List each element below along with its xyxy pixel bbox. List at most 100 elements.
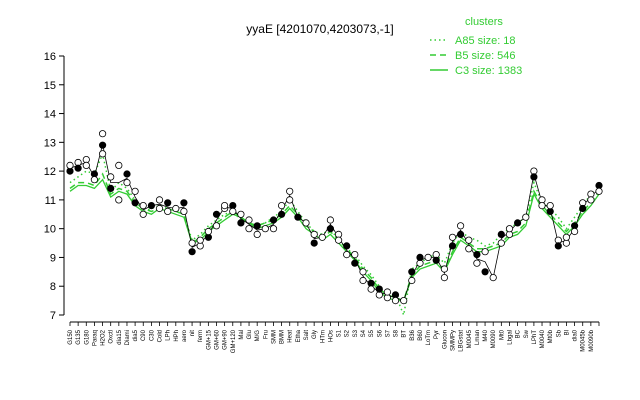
data-point — [204, 227, 212, 236]
x-tick-label: C90 — [141, 329, 147, 341]
x-tick-label: B60 — [418, 329, 424, 340]
data-point — [456, 222, 465, 230]
y-tick-label: 9 — [50, 252, 56, 264]
data-point — [172, 204, 180, 213]
data-point — [310, 230, 318, 238]
data-point — [180, 199, 188, 207]
x-tick-label: Sb — [556, 329, 562, 337]
data-point — [107, 173, 115, 181]
data-point — [359, 268, 367, 276]
data-point — [155, 196, 164, 204]
data-point — [147, 202, 155, 210]
data-point — [326, 225, 334, 233]
data-point — [587, 196, 595, 204]
data-point — [123, 170, 131, 178]
y-tick-label: 13 — [44, 137, 56, 149]
data-point — [497, 230, 505, 238]
data-point — [245, 225, 253, 233]
y-tick-label: 11 — [45, 195, 56, 207]
data-point — [107, 184, 115, 192]
data-point — [155, 204, 164, 213]
data-point — [481, 268, 489, 276]
y-tick-label: 10 — [44, 224, 56, 236]
x-tick-label: M40 — [483, 329, 489, 341]
data-point — [253, 222, 261, 230]
x-tick-label: H2O2 — [101, 329, 107, 345]
data-point — [481, 248, 489, 256]
x-tick-label: S4 — [361, 329, 367, 337]
data-point — [221, 202, 229, 210]
data-point — [164, 207, 172, 215]
x-tick-label: C30 — [149, 329, 155, 341]
data-point — [595, 187, 603, 195]
x-tick-label: S5 — [369, 329, 375, 337]
data-point — [343, 251, 351, 259]
data-points — [66, 130, 603, 305]
x-tick-label: M0090 — [491, 329, 497, 348]
data-point — [123, 179, 131, 187]
data-point — [326, 216, 334, 224]
data-point — [302, 219, 310, 227]
data-point — [513, 219, 522, 227]
x-tick-label: S8 — [394, 329, 400, 337]
x-tick-label: Pyr — [434, 330, 440, 339]
x-tick-label: LPh — [166, 330, 172, 341]
data-point — [400, 296, 408, 305]
x-tick-label: Etha — [296, 329, 302, 342]
x-tick-label: Bl — [564, 330, 570, 335]
data-point — [375, 285, 383, 293]
data-point — [432, 256, 440, 264]
x-tick-label: ferm — [198, 330, 204, 342]
x-tick-label: G135 — [76, 329, 82, 344]
x-tick-label: BMM — [280, 330, 286, 344]
x-tick-label: S7 — [385, 329, 391, 337]
x-tick-label: LBGstat — [459, 330, 465, 352]
data-point — [261, 225, 269, 233]
x-tick-label: M0090b — [589, 329, 595, 351]
x-tick-label: Mt0 — [499, 329, 505, 340]
data-point — [367, 285, 375, 293]
x-tick-label: Mal — [239, 330, 245, 340]
data-point — [188, 248, 196, 256]
data-point — [465, 245, 473, 253]
data-point — [253, 230, 261, 238]
data-point — [334, 236, 343, 244]
data-point — [115, 161, 123, 169]
y-tick-label: 7 — [50, 310, 56, 322]
data-point — [115, 196, 123, 204]
data-point — [229, 207, 237, 215]
data-point — [440, 265, 448, 273]
x-tick-label: dia0 — [573, 329, 579, 341]
x-tick-label: M0045b — [581, 329, 587, 351]
data-point — [351, 251, 359, 259]
data-point — [408, 276, 416, 285]
x-tick-label: dia5 — [133, 329, 139, 341]
x-tick-label: Fru — [263, 330, 269, 339]
data-point — [286, 196, 294, 204]
data-point — [416, 253, 424, 261]
x-tick-label: Diami — [125, 330, 131, 345]
data-point — [489, 273, 497, 282]
data-point — [196, 236, 204, 244]
data-point — [99, 130, 107, 138]
x-tick-label: S1 — [337, 329, 343, 337]
data-point — [522, 213, 530, 221]
legend-entry: A85 size: 18 — [455, 35, 516, 47]
series-line — [69, 172, 600, 302]
x-tick-label: BT — [402, 330, 408, 338]
x-tick-label: Mt0b — [548, 329, 554, 343]
x-tick-label: SMMPy — [451, 330, 457, 351]
x-tick-label: G180 — [84, 329, 90, 344]
data-point — [505, 225, 514, 233]
data-point — [473, 259, 481, 267]
y-tick-label: 15 — [44, 80, 56, 92]
x-tick-label: B36 — [410, 329, 416, 340]
data-point — [497, 239, 505, 247]
data-point — [391, 296, 400, 305]
chart-title: yyaE [4201070,4203073,-1] — [246, 22, 393, 36]
legend-title: clusters — [465, 16, 503, 28]
data-point — [570, 227, 579, 236]
data-point — [562, 233, 571, 241]
x-tick-label: S6 — [377, 329, 383, 337]
